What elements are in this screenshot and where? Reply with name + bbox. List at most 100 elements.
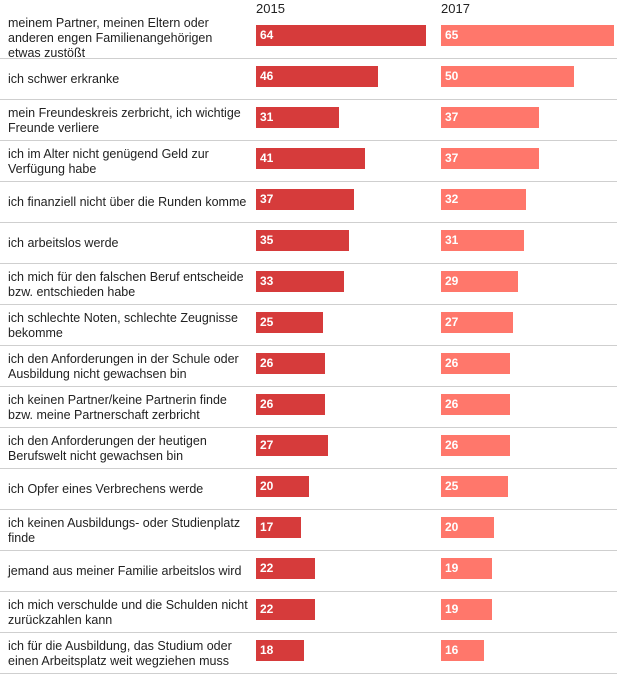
bar-2017: 19 [441,599,492,620]
bar-2017: 37 [441,148,539,169]
bar-2017: 32 [441,189,526,210]
chart-row: mein Freundeskreis zerbricht, ich wichti… [0,100,625,141]
column-header-2017: 2017 [441,1,470,16]
category-label: ich den Anforderungen in der Schule oder… [8,351,239,381]
bar-value-label: 33 [260,274,274,288]
bar-2015: 26 [256,394,325,415]
bar-2015: 41 [256,148,365,169]
category-label: ich schlechte Noten, schlechte Zeugnisse… [8,310,238,340]
row-divider [0,427,617,428]
chart-row: ich im Alter nicht genügend Geld zur Ver… [0,141,625,182]
bar-2015: 27 [256,435,328,456]
bar-2015: 26 [256,353,325,374]
bar-2017: 31 [441,230,524,251]
category-label: jemand aus meiner Familie arbeitslos wir… [8,564,242,578]
category-label: ich keinen Ausbildungs- oder Studienplat… [8,515,241,545]
category-label: ich mich verschulde und die Schulden nic… [8,597,248,627]
bar-value-label: 22 [260,602,274,616]
bar-2017: 27 [441,312,513,333]
row-divider [0,58,617,59]
bar-value-label: 27 [260,438,274,452]
bar-2017: 26 [441,353,510,374]
category-label: ich finanziell nicht über die Runden kom… [8,195,247,209]
category-label: meinem Partner, meinen Eltern oder ander… [8,16,213,60]
bar-value-label: 19 [445,602,459,616]
category-label: ich im Alter nicht genügend Geld zur Ver… [8,146,209,176]
bar-value-label: 20 [260,479,274,493]
bar-value-label: 18 [260,643,274,657]
chart-row: meinem Partner, meinen Eltern oder ander… [0,16,625,60]
bar-2017: 37 [441,107,539,128]
row-divider [0,509,617,510]
row-divider [0,550,617,551]
bar-value-label: 22 [260,561,274,575]
column-header-2015: 2015 [256,1,285,16]
bar-value-label: 25 [445,479,459,493]
row-divider [0,591,617,592]
bar-value-label: 26 [445,356,459,370]
row-divider [0,304,617,305]
bar-value-label: 26 [445,397,459,411]
chart-row: ich den Anforderungen in der Schule oder… [0,346,625,387]
bar-value-label: 64 [260,28,274,42]
category-label: ich für die Ausbildung, das Studium oder… [8,638,232,668]
bar-value-label: 26 [260,397,274,411]
chart-row: ich für die Ausbildung, das Studium oder… [0,633,625,674]
row-divider [0,222,617,223]
row-divider [0,386,617,387]
bar-value-label: 37 [445,151,459,165]
row-divider [0,140,617,141]
bar-2017: 50 [441,66,574,87]
category-label: ich Opfer eines Verbrechens werde [8,482,204,496]
bar-2015: 37 [256,189,354,210]
bar-2015: 64 [256,25,426,46]
bar-value-label: 32 [445,192,459,206]
row-divider [0,99,617,100]
chart-row: ich schwer erkranke 46 50 [0,59,625,100]
bar-2015: 18 [256,640,304,661]
bar-value-label: 19 [445,561,459,575]
bar-value-label: 27 [445,315,459,329]
bar-2017: 26 [441,394,510,415]
bar-value-label: 25 [260,315,274,329]
bar-value-label: 41 [260,151,274,165]
chart-row: jemand aus meiner Familie arbeitslos wir… [0,551,625,592]
bar-value-label: 26 [260,356,274,370]
bar-2015: 22 [256,558,315,579]
bar-value-label: 37 [445,110,459,124]
category-label: ich schwer erkranke [8,72,120,86]
bar-2015: 20 [256,476,309,497]
bar-value-label: 20 [445,520,459,534]
category-label: ich den Anforderungen der heutigen Beruf… [8,433,207,463]
chart-row: ich finanziell nicht über die Runden kom… [0,182,625,223]
chart-row: ich mich verschulde und die Schulden nic… [0,592,625,633]
chart-row: ich keinen Partner/keine Partnerin finde… [0,387,625,428]
bar-value-label: 50 [445,69,459,83]
chart-row: ich schlechte Noten, schlechte Zeugnisse… [0,305,625,346]
row-divider [0,263,617,264]
bar-value-label: 35 [260,233,274,247]
bar-2015: 22 [256,599,315,620]
bar-2017: 16 [441,640,484,661]
chart-row: ich arbeitslos werde 35 31 [0,223,625,264]
category-label: ich keinen Partner/keine Partnerin finde… [8,392,227,422]
row-divider [0,181,617,182]
bar-value-label: 31 [445,233,459,247]
bar-2017: 29 [441,271,518,292]
bar-2017: 25 [441,476,508,497]
chart-row: ich Opfer eines Verbrechens werde 20 25 [0,469,625,510]
bar-value-label: 29 [445,274,459,288]
bar-2017: 19 [441,558,492,579]
chart-row: ich keinen Ausbildungs- oder Studienplat… [0,510,625,551]
bar-2017: 65 [441,25,614,46]
row-divider [0,468,617,469]
bar-value-label: 31 [260,110,274,124]
bar-2017: 20 [441,517,494,538]
chart-row: ich den Anforderungen der heutigen Beruf… [0,428,625,469]
bar-value-label: 26 [445,438,459,452]
bar-value-label: 16 [445,643,459,657]
bar-2015: 46 [256,66,378,87]
bar-2015: 33 [256,271,344,292]
bar-value-label: 17 [260,520,274,534]
